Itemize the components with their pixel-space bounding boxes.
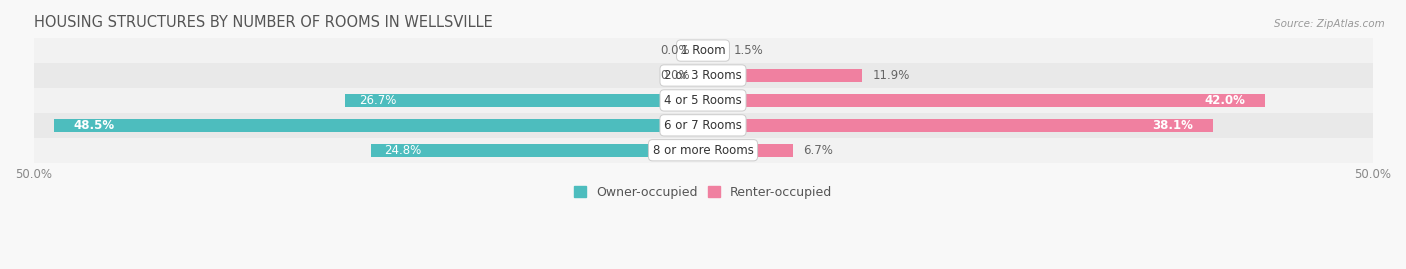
Bar: [703, 94, 1265, 107]
Text: 6 or 7 Rooms: 6 or 7 Rooms: [664, 119, 742, 132]
Bar: [346, 94, 703, 107]
Bar: [703, 144, 793, 157]
Bar: [34, 63, 1372, 88]
Text: 11.9%: 11.9%: [873, 69, 911, 82]
Bar: [703, 69, 862, 82]
Bar: [34, 88, 1372, 113]
Text: 1.5%: 1.5%: [734, 44, 763, 57]
Text: 0.0%: 0.0%: [659, 44, 689, 57]
Text: 0.0%: 0.0%: [659, 69, 689, 82]
Bar: [53, 119, 703, 132]
Bar: [703, 119, 1213, 132]
Text: 6.7%: 6.7%: [803, 144, 834, 157]
Text: 1 Room: 1 Room: [681, 44, 725, 57]
Bar: [371, 144, 703, 157]
Text: Source: ZipAtlas.com: Source: ZipAtlas.com: [1274, 19, 1385, 29]
Bar: [34, 38, 1372, 63]
Text: 38.1%: 38.1%: [1152, 119, 1194, 132]
Bar: [34, 113, 1372, 138]
Text: 8 or more Rooms: 8 or more Rooms: [652, 144, 754, 157]
Text: 4 or 5 Rooms: 4 or 5 Rooms: [664, 94, 742, 107]
Legend: Owner-occupied, Renter-occupied: Owner-occupied, Renter-occupied: [568, 181, 838, 204]
Text: 26.7%: 26.7%: [359, 94, 396, 107]
Text: HOUSING STRUCTURES BY NUMBER OF ROOMS IN WELLSVILLE: HOUSING STRUCTURES BY NUMBER OF ROOMS IN…: [34, 15, 492, 30]
Text: 48.5%: 48.5%: [73, 119, 115, 132]
Bar: [34, 138, 1372, 163]
Text: 2 or 3 Rooms: 2 or 3 Rooms: [664, 69, 742, 82]
Bar: [703, 44, 723, 57]
Text: 24.8%: 24.8%: [384, 144, 422, 157]
Text: 42.0%: 42.0%: [1205, 94, 1246, 107]
